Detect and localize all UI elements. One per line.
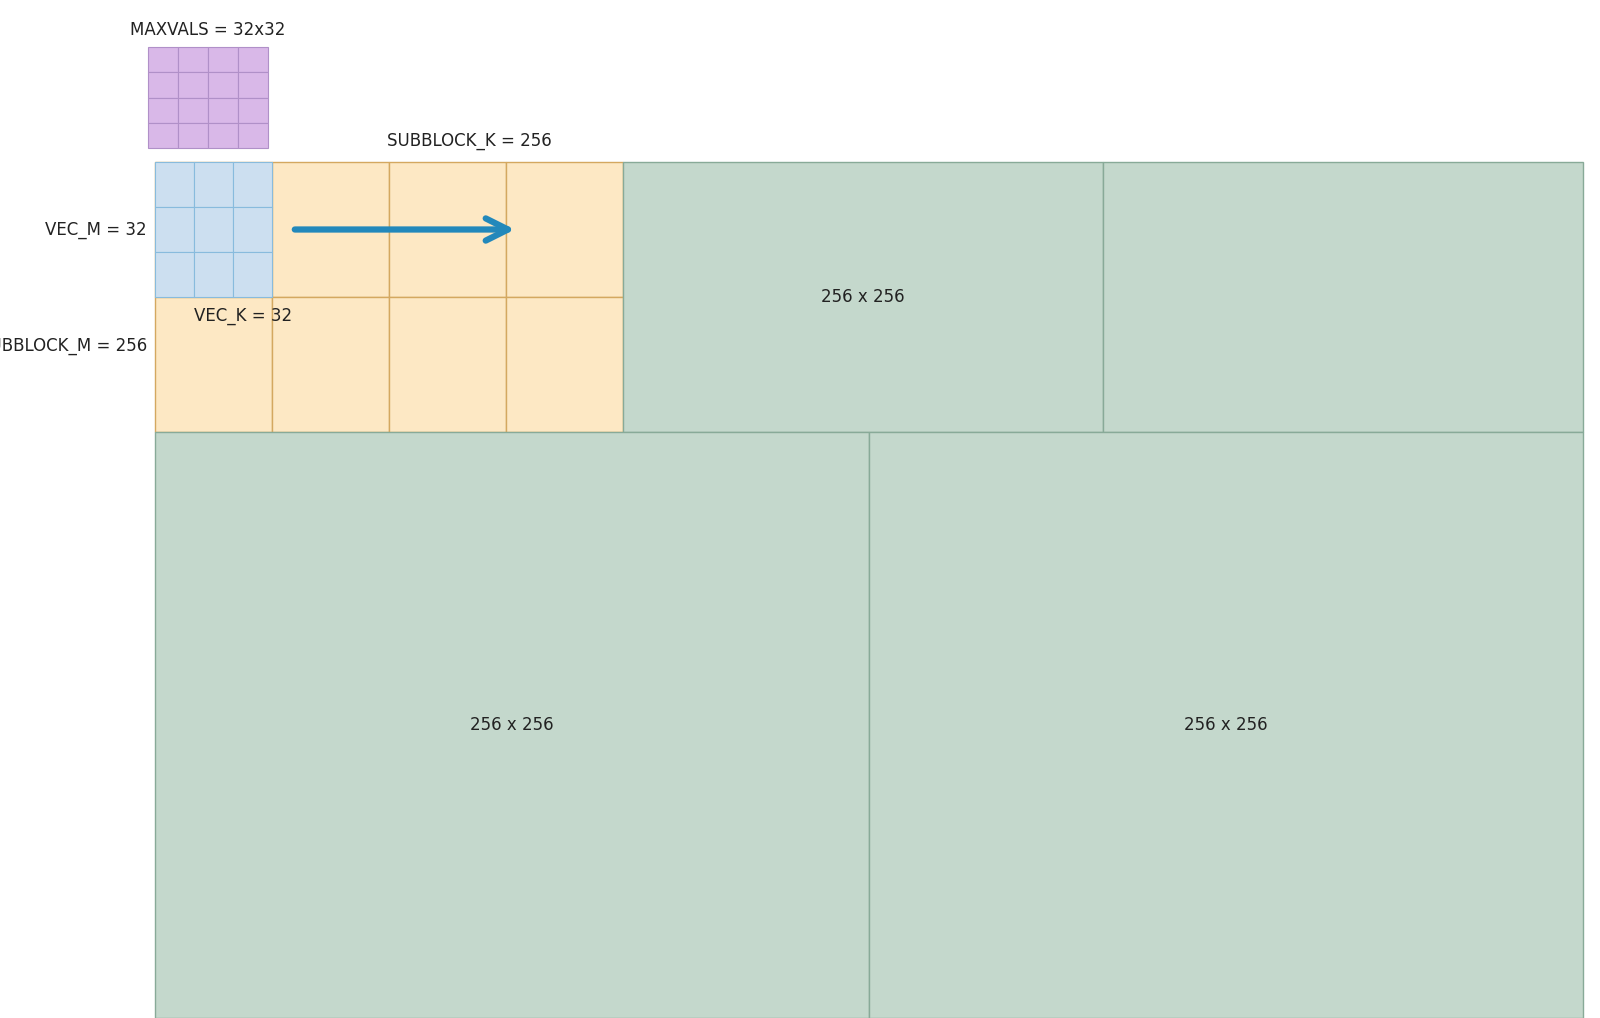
- Bar: [272, 297, 389, 432]
- Text: SUBBLOCK_K = 256: SUBBLOCK_K = 256: [387, 132, 552, 150]
- Bar: [155, 297, 272, 432]
- Bar: [238, 47, 269, 72]
- Bar: [272, 162, 389, 297]
- Bar: [208, 72, 238, 98]
- Bar: [238, 123, 269, 148]
- Bar: [155, 207, 194, 252]
- Bar: [1102, 162, 1582, 432]
- Text: VEC_M = 32: VEC_M = 32: [45, 221, 147, 238]
- Bar: [147, 47, 178, 72]
- Bar: [155, 432, 869, 1018]
- Text: MAXVALS = 32x32: MAXVALS = 32x32: [130, 21, 286, 39]
- Bar: [506, 297, 622, 432]
- Bar: [208, 98, 238, 123]
- Bar: [869, 432, 1582, 1018]
- Bar: [506, 162, 622, 297]
- Bar: [622, 162, 1102, 432]
- Bar: [178, 47, 208, 72]
- Bar: [155, 162, 272, 297]
- Bar: [178, 98, 208, 123]
- Bar: [234, 162, 272, 207]
- Text: 256 x 256: 256 x 256: [821, 288, 906, 306]
- Bar: [389, 162, 506, 297]
- Bar: [194, 252, 234, 297]
- Bar: [234, 252, 272, 297]
- Bar: [147, 72, 178, 98]
- Bar: [155, 252, 194, 297]
- Bar: [155, 162, 194, 207]
- Text: SUBBLOCK_M = 256: SUBBLOCK_M = 256: [0, 337, 147, 354]
- Bar: [194, 162, 234, 207]
- Bar: [234, 207, 272, 252]
- Bar: [389, 297, 506, 432]
- Text: 256 x 256: 256 x 256: [470, 716, 554, 734]
- Bar: [178, 123, 208, 148]
- Bar: [238, 98, 269, 123]
- Bar: [208, 123, 238, 148]
- Bar: [238, 72, 269, 98]
- Bar: [194, 207, 234, 252]
- Bar: [147, 123, 178, 148]
- Text: VEC_K = 32: VEC_K = 32: [195, 307, 293, 325]
- Bar: [147, 98, 178, 123]
- Bar: [208, 47, 238, 72]
- Bar: [178, 72, 208, 98]
- Text: 256 x 256: 256 x 256: [1184, 716, 1267, 734]
